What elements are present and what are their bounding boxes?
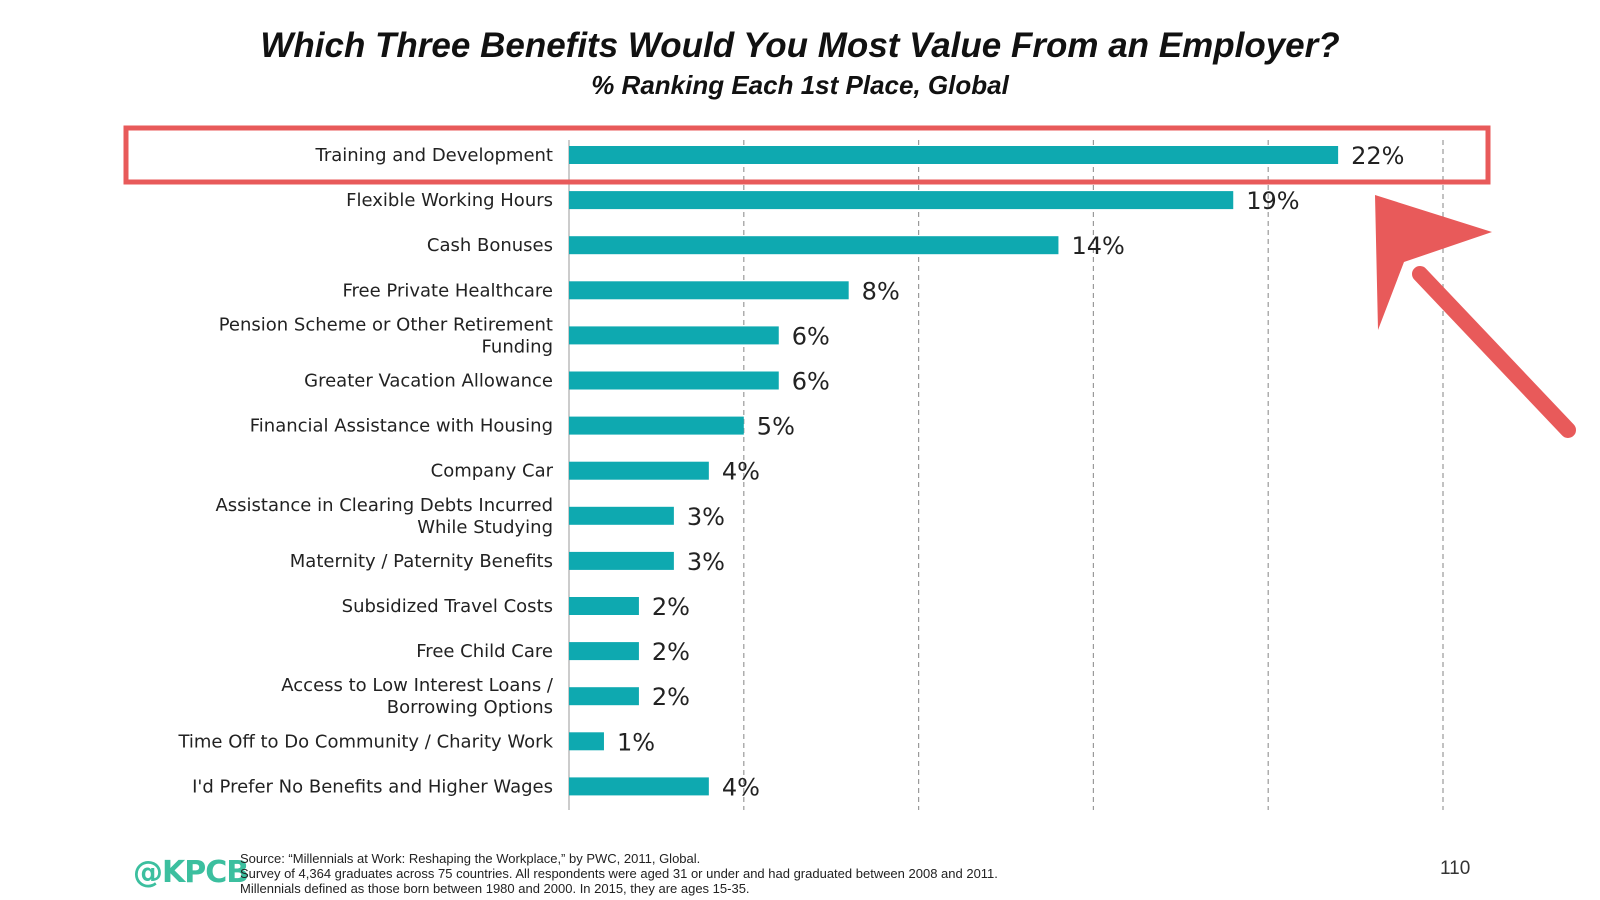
bar [569,416,744,435]
highlight-arrow-icon [1375,195,1576,438]
source-note: Source: “Millennials at Work: Reshaping … [240,851,998,896]
value-label: 22% [1351,142,1404,170]
bar [569,371,779,390]
category-label: Free Child Care [416,641,553,662]
value-label: 4% [722,458,760,486]
bar [569,236,1059,255]
bar-chart: 22% Training and Development 19% Flexible W… [123,125,1576,810]
value-label: 4% [722,773,760,801]
value-label: 3% [687,503,725,531]
arrow-head [1375,195,1492,330]
value-label: 5% [757,413,795,441]
page-number: 110 [1440,858,1471,879]
bar [569,551,674,570]
category-label: Borrowing Options [387,697,553,718]
kpcb-logo: @KPCB [133,855,249,890]
arrow-shaft [1412,266,1576,438]
bar [569,146,1339,164]
category-label: Training and Development [314,145,553,166]
chart-title: Which Three Benefits Would You Most Valu… [260,26,1340,65]
bar [569,687,639,706]
bar [569,191,1234,210]
category-label: While Studying [417,517,553,538]
labels-layer: 22% Training and Development 19% Flexible W… [177,142,1404,801]
bar [569,281,849,300]
category-label: Financial Assistance with Housing [250,416,553,437]
value-label: 2% [652,593,690,621]
bar [569,597,639,615]
bar [569,732,604,751]
category-label: Company Car [431,461,554,482]
category-label: I'd Prefer No Benefits and Higher Wages [192,776,553,797]
category-label: Time Off to Do Community / Charity Work [177,731,553,752]
bar [569,642,639,661]
category-label: Pension Scheme or Other Retirement [219,314,553,335]
value-label: 6% [792,368,830,396]
highlight-box [123,125,1491,185]
source-line: Survey of 4,364 graduates across 75 coun… [240,866,998,881]
category-label: Flexible Working Hours [346,190,553,211]
bar [569,777,709,796]
highlight-layer [123,125,1576,438]
category-label: Assistance in Clearing Debts Incurred [215,495,553,516]
value-label: 2% [652,683,690,711]
value-label: 1% [617,728,655,756]
source-line: Source: “Millennials at Work: Reshaping … [240,851,701,866]
category-label: Funding [482,336,553,357]
bar [569,506,674,525]
value-label: 3% [687,548,725,576]
chart-subtitle: % Ranking Each 1st Place, Global [591,70,1009,100]
value-label: 2% [652,638,690,666]
bar [569,461,709,480]
value-label: 8% [862,277,900,305]
category-label: Cash Bonuses [427,235,553,256]
category-label: Subsidized Travel Costs [342,596,553,617]
category-label: Free Private Healthcare [342,280,553,301]
category-label: Access to Low Interest Loans / [281,675,554,696]
source-line: Millennials defined as those born betwee… [240,881,750,896]
value-label: 6% [792,322,830,350]
value-label: 19% [1246,187,1299,215]
category-label: Greater Vacation Allowance [304,371,553,392]
bars-layer [569,146,1339,796]
bar [569,326,779,345]
value-label: 14% [1071,232,1124,260]
category-label: Maternity / Paternity Benefits [290,551,553,572]
